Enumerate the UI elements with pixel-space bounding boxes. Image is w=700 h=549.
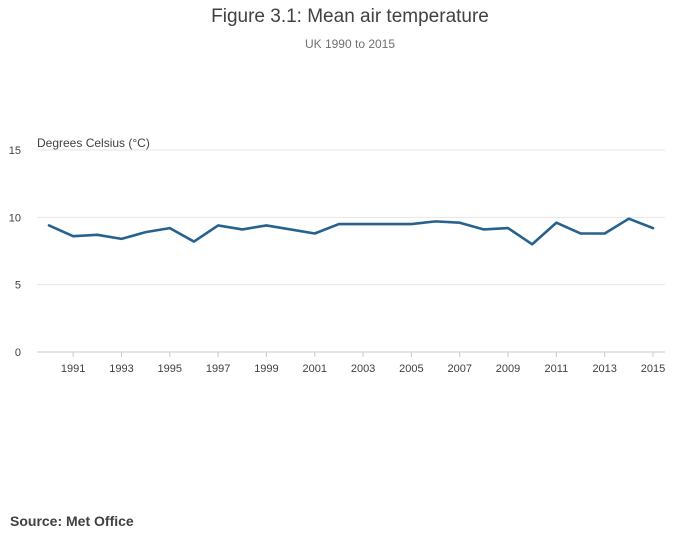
y-tick-label: 15 xyxy=(9,145,21,157)
data-point[interactable] xyxy=(47,223,51,227)
data-point[interactable] xyxy=(434,219,438,223)
data-point[interactable] xyxy=(216,223,220,227)
x-tick-label: 2015 xyxy=(641,363,665,375)
axis-layer: 0 5 10 15 1991 1993 1995 1997 1999 2001 2003 2005 20… xyxy=(9,145,665,375)
data-point[interactable] xyxy=(337,222,341,226)
chart-title: Figure 3.1: Mean air temperature xyxy=(211,6,489,27)
x-tick-label: 1999 xyxy=(254,363,278,375)
data-point[interactable] xyxy=(579,231,583,235)
x-tick-label: 2007 xyxy=(447,363,471,375)
data-point[interactable] xyxy=(240,227,244,231)
chart-subtitle: UK 1990 to 2015 xyxy=(304,37,396,51)
data-point[interactable] xyxy=(95,233,99,237)
data-point[interactable] xyxy=(482,227,486,231)
data-point[interactable] xyxy=(409,222,413,226)
x-tick-label: 1997 xyxy=(206,363,230,375)
x-tick-label: 2001 xyxy=(303,363,327,375)
y-axis-label: Degrees Celsius (°C) xyxy=(37,136,150,150)
data-point[interactable] xyxy=(603,231,607,235)
data-point[interactable] xyxy=(530,242,534,246)
x-tick-label: 2009 xyxy=(496,363,520,375)
series-line xyxy=(47,217,655,246)
data-point[interactable] xyxy=(361,222,365,226)
data-point[interactable] xyxy=(71,234,75,238)
y-tick-label: 0 xyxy=(15,347,21,359)
chart-source: Source: Met Office xyxy=(10,513,134,529)
x-tick-label: 1995 xyxy=(158,363,182,375)
y-tick-label: 10 xyxy=(9,212,21,224)
data-point[interactable] xyxy=(144,230,148,234)
x-tick-label: 1991 xyxy=(61,363,85,375)
data-point[interactable] xyxy=(168,226,172,230)
x-tick-label: 2003 xyxy=(351,363,375,375)
data-point[interactable] xyxy=(506,226,510,230)
data-point[interactable] xyxy=(458,221,462,225)
grid-layer xyxy=(37,149,665,353)
x-tick-label: 2011 xyxy=(545,363,569,375)
data-point[interactable] xyxy=(554,221,558,225)
x-tick-label: 2013 xyxy=(592,363,616,375)
data-point[interactable] xyxy=(627,217,631,221)
series-layer xyxy=(47,217,655,246)
data-point[interactable] xyxy=(385,222,389,226)
data-point[interactable] xyxy=(264,223,268,227)
x-tick-label: 1993 xyxy=(109,363,133,375)
data-point[interactable] xyxy=(313,231,317,235)
data-point[interactable] xyxy=(289,227,293,231)
data-point[interactable] xyxy=(119,237,123,241)
x-tick-label: 2005 xyxy=(399,363,423,375)
data-point[interactable] xyxy=(651,226,655,230)
y-tick-label: 5 xyxy=(15,280,21,292)
data-point[interactable] xyxy=(192,240,196,244)
